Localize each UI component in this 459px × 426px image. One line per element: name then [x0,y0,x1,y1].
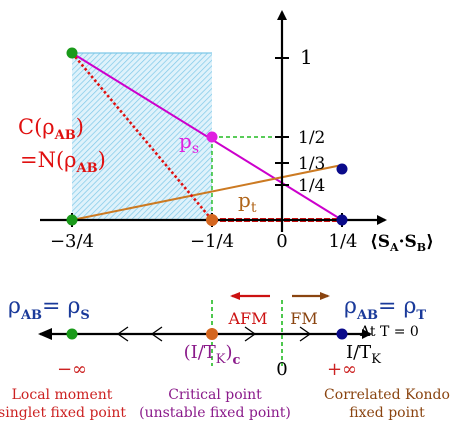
critical-point-line1: Critical point [168,387,262,403]
x-label-minus-1-4: −1/4 [190,231,234,252]
top-plot: 1 1/2 1/3 1/4 −3/4 −1/4 0 1/4 ⟨SA·SB⟩ ps… [18,10,434,254]
p-t-line [71,164,343,221]
fm-label: FM [290,309,317,328]
rg-flow-line: AFM FM ρAB= ρS ρAB= ρT At T = 0 I/TK −∞ … [0,292,450,421]
critical-point-line2: (unstable fixed point) [139,405,291,421]
orange-point [206,214,218,226]
concurrence-dotted-line [71,52,213,221]
kondo-fixed-point [336,328,348,340]
concurrence-label-line2: =N(ρAB) [20,148,106,176]
local-moment-line1: Local moment [12,387,113,403]
y-label-1: 1 [300,45,313,69]
flow-chevron-1 [116,326,129,342]
critical-fixed-point [206,328,218,340]
x-axis-label: ⟨SA·SB⟩ [370,232,434,254]
green-point-bottom [66,214,78,226]
y-label-1-2: 1/2 [298,128,325,148]
local-moment-line2: singlet fixed point [0,405,126,421]
y-label-1-4: 1/4 [298,176,325,196]
magenta-point [206,131,218,143]
x-label-minus-3-4: −3/4 [50,231,94,252]
critical-coupling-label: (I/TK)c [184,342,241,368]
green-point-top [66,47,78,59]
kondo-point-line2: fixed point [349,405,425,421]
flow-chevron-3 [244,326,257,342]
x-label-1-4: 1/4 [329,231,358,252]
kondo-point-line1: Correlated Kondo [324,387,450,403]
afm-label: AFM [227,309,267,328]
navy-point-axis [336,214,348,226]
at-t0-label: At T = 0 [359,324,419,340]
navy-point-upper [336,163,348,175]
x-label-0: 0 [276,231,287,252]
singlet-fixed-point [66,328,78,340]
y-label-1-3: 1/3 [298,154,325,174]
minus-infinity-label: −∞ [57,359,87,380]
plus-infinity-label: +∞ [327,359,357,380]
rho-singlet-label: ρAB= ρS [8,294,90,323]
p-t-label: pt [238,188,257,216]
rho-triplet-label: ρAB= ρT [344,294,426,323]
flow-chevron-4 [299,326,312,342]
flow-chevron-2 [150,326,163,342]
coupling-axis-left-arrow [38,328,52,340]
coupling-axis-label: I/TK [346,342,381,367]
zero-label: 0 [276,359,287,380]
p-s-label: ps [179,129,199,157]
concurrence-label-line1: C(ρAB) [18,115,84,143]
